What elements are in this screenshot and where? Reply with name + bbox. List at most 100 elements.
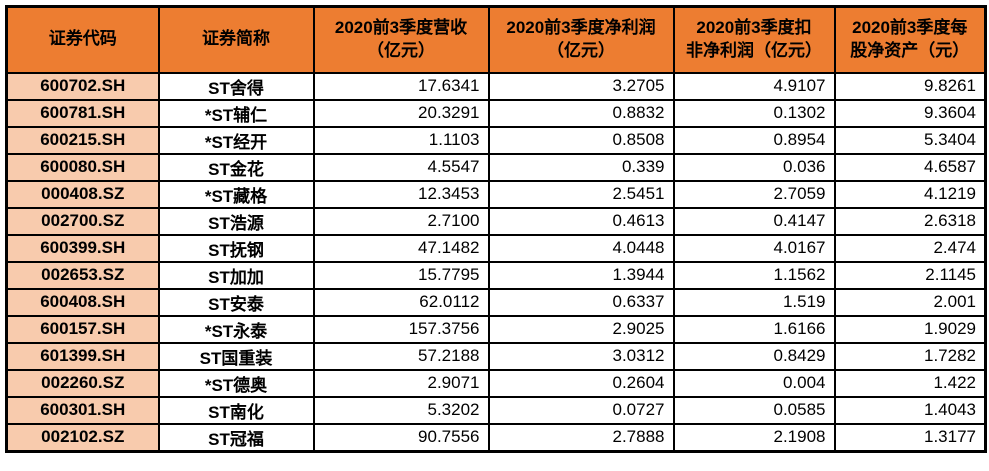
- net-profit-cell: 0.339: [487, 152, 675, 182]
- net-assets-cell: 1.3177: [833, 422, 987, 452]
- non-recurring-profit-cell: 0.036: [672, 152, 836, 182]
- code-cell: 600157.SH: [5, 314, 160, 344]
- net-profit-cell: 3.2705: [487, 71, 675, 101]
- non-recurring-profit-cell: 4.9107: [672, 71, 836, 101]
- table-row: 002260.SZ *ST德奥 2.9071 0.2604 0.004 1.422: [5, 368, 987, 398]
- table-row: 002653.SZ ST加加 15.7795 1.3944 1.1562 2.1145: [5, 260, 987, 290]
- name-cell: ST南化: [157, 395, 315, 425]
- revenue-cell: 4.5547: [312, 152, 490, 182]
- non-recurring-profit-cell: 1.1562: [672, 260, 836, 290]
- revenue-cell: 47.1482: [312, 233, 490, 263]
- table-row: 600080.SH ST金花 4.5547 0.339 0.036 4.6587: [5, 152, 987, 182]
- table-row: 600215.SH *ST经开 1.1103 0.8508 0.8954 5.3404: [5, 125, 987, 155]
- revenue-cell: 1.1103: [312, 125, 490, 155]
- name-cell: *ST藏格: [157, 179, 315, 209]
- name-cell: *ST辅仁: [157, 98, 315, 128]
- code-cell: 600408.SH: [5, 287, 160, 317]
- name-cell: ST金花: [157, 152, 315, 182]
- net-profit-cell: 1.3944: [487, 260, 675, 290]
- table-row: 002102.SZ ST冠福 90.7556 2.7888 2.1908 1.3177: [5, 422, 987, 452]
- name-cell: *ST德奥: [157, 368, 315, 398]
- net-assets-cell: 4.1219: [833, 179, 987, 209]
- non-recurring-profit-cell: 4.0167: [672, 233, 836, 263]
- code-cell: 002653.SZ: [5, 260, 160, 290]
- table-row: 600408.SH ST安泰 62.0112 0.6337 1.519 2.001: [5, 287, 987, 317]
- col-header-non-recurring-profit: 2020前3季度扣 非净利润（亿元）: [672, 5, 836, 74]
- revenue-cell: 57.2188: [312, 341, 490, 371]
- revenue-cell: 12.3453: [312, 179, 490, 209]
- net-assets-cell: 5.3404: [833, 125, 987, 155]
- net-assets-cell: 2.6318: [833, 206, 987, 236]
- code-cell: 000408.SZ: [5, 179, 160, 209]
- non-recurring-profit-cell: 2.1908: [672, 422, 836, 452]
- name-cell: ST舍得: [157, 71, 315, 101]
- code-cell: 002102.SZ: [5, 422, 160, 452]
- net-assets-cell: 1.4043: [833, 395, 987, 425]
- net-profit-cell: 0.6337: [487, 287, 675, 317]
- revenue-cell: 62.0112: [312, 287, 490, 317]
- table-row: 000408.SZ *ST藏格 12.3453 2.5451 2.7059 4.1219: [5, 179, 987, 209]
- net-assets-cell: 2.1145: [833, 260, 987, 290]
- name-cell: ST冠福: [157, 422, 315, 452]
- non-recurring-profit-cell: 2.7059: [672, 179, 836, 209]
- table-row: 601399.SH ST国重装 57.2188 3.0312 0.8429 1.7282: [5, 341, 987, 371]
- non-recurring-profit-cell: 0.4147: [672, 206, 836, 236]
- net-profit-cell: 0.8832: [487, 98, 675, 128]
- revenue-cell: 5.3202: [312, 395, 490, 425]
- col-header-revenue: 2020前3季度营收 （亿元）: [312, 5, 490, 74]
- col-header-net-assets-per-share: 2020前3季度每 股净资产（元）: [833, 5, 987, 74]
- revenue-cell: 20.3291: [312, 98, 490, 128]
- code-cell: 600301.SH: [5, 395, 160, 425]
- table-row: 600157.SH *ST永泰 157.3756 2.9025 1.6166 1.9029: [5, 314, 987, 344]
- code-cell: 600702.SH: [5, 71, 160, 101]
- net-profit-cell: 0.8508: [487, 125, 675, 155]
- net-profit-cell: 2.5451: [487, 179, 675, 209]
- code-cell: 002260.SZ: [5, 368, 160, 398]
- net-profit-cell: 2.7888: [487, 422, 675, 452]
- table-header: 证券代码 证券简称 2020前3季度营收 （亿元） 2020前3季度净利润 （亿…: [5, 5, 987, 74]
- revenue-cell: 17.6341: [312, 71, 490, 101]
- col-header-net-profit: 2020前3季度净利润 （亿元）: [487, 5, 675, 74]
- non-recurring-profit-cell: 0.8954: [672, 125, 836, 155]
- non-recurring-profit-cell: 0.0585: [672, 395, 836, 425]
- net-profit-cell: 0.4613: [487, 206, 675, 236]
- table-row: 600301.SH ST南化 5.3202 0.0727 0.0585 1.4043: [5, 395, 987, 425]
- net-profit-cell: 3.0312: [487, 341, 675, 371]
- revenue-cell: 157.3756: [312, 314, 490, 344]
- code-cell: 601399.SH: [5, 341, 160, 371]
- col-header-security-name: 证券简称: [157, 5, 315, 74]
- table-row: 002700.SZ ST浩源 2.7100 0.4613 0.4147 2.6318: [5, 206, 987, 236]
- net-profit-cell: 2.9025: [487, 314, 675, 344]
- net-assets-cell: 1.422: [833, 368, 987, 398]
- non-recurring-profit-cell: 1.519: [672, 287, 836, 317]
- table-row: 600781.SH *ST辅仁 20.3291 0.8832 0.1302 9.3604: [5, 98, 987, 128]
- name-cell: ST抚钢: [157, 233, 315, 263]
- non-recurring-profit-cell: 0.004: [672, 368, 836, 398]
- st-stocks-table: 证券代码 证券简称 2020前3季度营收 （亿元） 2020前3季度净利润 （亿…: [5, 5, 987, 453]
- table-row: 600399.SH ST抚钢 47.1482 4.0448 4.0167 2.474: [5, 233, 987, 263]
- non-recurring-profit-cell: 0.1302: [672, 98, 836, 128]
- net-assets-cell: 1.9029: [833, 314, 987, 344]
- name-cell: *ST永泰: [157, 314, 315, 344]
- name-cell: *ST经开: [157, 125, 315, 155]
- net-assets-cell: 4.6587: [833, 152, 987, 182]
- col-header-security-code: 证券代码: [5, 5, 160, 74]
- name-cell: ST浩源: [157, 206, 315, 236]
- net-assets-cell: 1.7282: [833, 341, 987, 371]
- name-cell: ST加加: [157, 260, 315, 290]
- code-cell: 600399.SH: [5, 233, 160, 263]
- header-row: 证券代码 证券简称 2020前3季度营收 （亿元） 2020前3季度净利润 （亿…: [5, 5, 987, 74]
- net-assets-cell: 9.3604: [833, 98, 987, 128]
- table-body: 600702.SH ST舍得 17.6341 3.2705 4.9107 9.8261 60…: [5, 71, 987, 452]
- code-cell: 600080.SH: [5, 152, 160, 182]
- non-recurring-profit-cell: 0.8429: [672, 341, 836, 371]
- revenue-cell: 15.7795: [312, 260, 490, 290]
- net-profit-cell: 4.0448: [487, 233, 675, 263]
- net-assets-cell: 9.8261: [833, 71, 987, 101]
- name-cell: ST安泰: [157, 287, 315, 317]
- net-profit-cell: 0.2604: [487, 368, 675, 398]
- revenue-cell: 2.9071: [312, 368, 490, 398]
- net-assets-cell: 2.001: [833, 287, 987, 317]
- table-row: 600702.SH ST舍得 17.6341 3.2705 4.9107 9.8261: [5, 71, 987, 101]
